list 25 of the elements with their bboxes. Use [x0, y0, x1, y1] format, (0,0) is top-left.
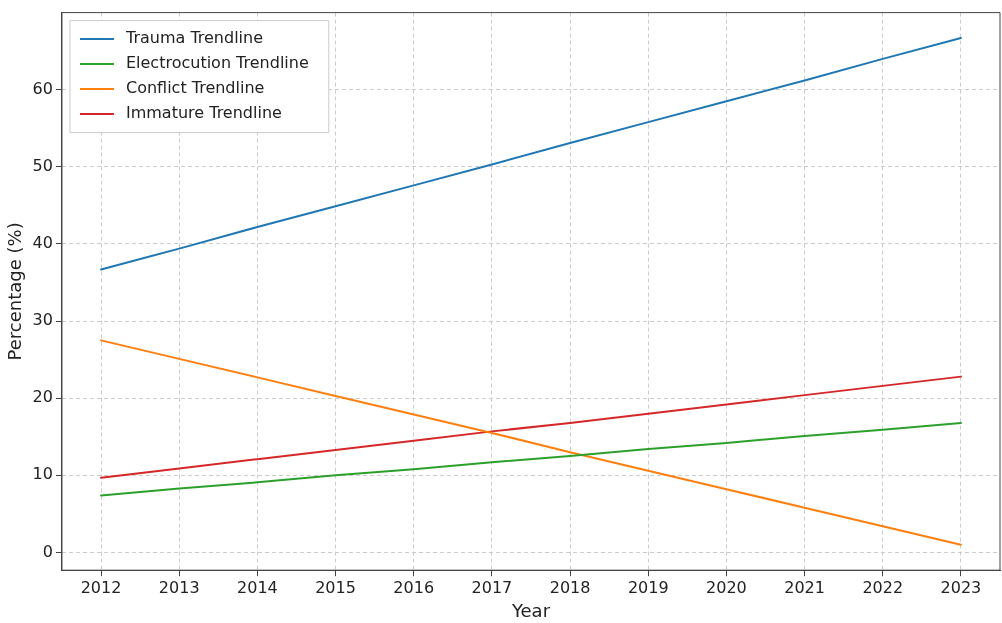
legend-label: Trauma Trendline: [124, 28, 264, 48]
y-tick-label: 10: [32, 464, 53, 484]
x-tick-label: 2021: [784, 577, 825, 597]
x-tick-label: 2016: [393, 577, 435, 597]
x-tick-label: 2019: [627, 577, 669, 597]
y-tick-label: 30: [32, 310, 53, 330]
x-tick-label: 2023: [940, 577, 982, 597]
y-tick-label: 20: [32, 387, 53, 407]
y-tick-label: 0: [42, 541, 53, 561]
x-tick-label: 2020: [706, 577, 747, 597]
x-tick-label: 2013: [158, 577, 200, 597]
x-tick-label: 2022: [862, 577, 904, 597]
y-tick-label: 50: [32, 156, 53, 175]
legend-label: Electrocution Trendline: [125, 53, 309, 73]
x-tick-label: 2012: [80, 577, 122, 597]
legend-label: Immature Trendline: [125, 103, 282, 123]
x-tick-label: 2017: [471, 577, 513, 597]
x-tick-label: 2018: [549, 577, 591, 597]
y-tick-label: 60: [32, 78, 53, 98]
x-tick-label: 2014: [237, 577, 278, 597]
x-tick-label: 2015: [315, 577, 356, 597]
legend-label: Conflict Trendline: [125, 78, 265, 98]
y-tick-label: 40: [32, 233, 53, 253]
x-axis-title: Year: [510, 599, 551, 621]
y-axis-title: Percentage (%): [4, 222, 26, 361]
